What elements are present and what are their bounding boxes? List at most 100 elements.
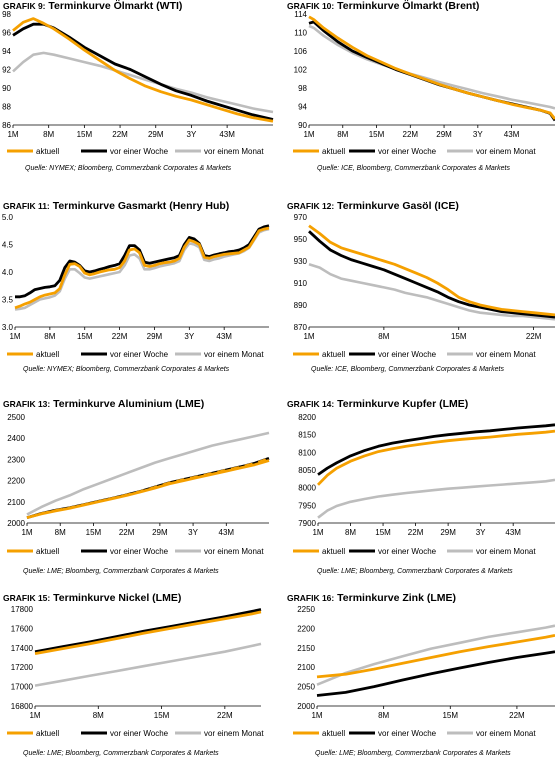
- y-tick-label: 8150: [298, 431, 316, 440]
- legend-label-aktuell: aktuell: [322, 547, 345, 556]
- x-tick-label: 43M: [219, 130, 235, 139]
- legend-label-woche: vor einer Woche: [110, 547, 169, 556]
- legend-label-woche: vor einer Woche: [378, 547, 437, 556]
- series-line-monat: [308, 263, 555, 321]
- y-tick-label: 7900: [298, 519, 316, 528]
- y-tick-label: 86: [2, 121, 11, 130]
- series-line-aktuell: [316, 634, 555, 679]
- legend-label-aktuell: aktuell: [322, 350, 345, 359]
- x-tick-label: 1M: [311, 711, 322, 720]
- chart-title: GRAFIK 15: Terminkurve Nickel (LME): [3, 592, 181, 604]
- x-tick-label: 8M: [345, 528, 356, 537]
- x-tick-label: 43M: [219, 528, 235, 537]
- chart-svg: 3.0 3.5 4.0 4.5 5.0 1M 8M 15M 22M 29M 3Y 43M aktuell…: [2, 213, 270, 359]
- y-tick-label: 890: [294, 301, 308, 310]
- y-tick-label: 870: [294, 323, 308, 332]
- x-tick-label: 43M: [216, 332, 232, 341]
- x-tick-label: 15M: [375, 528, 391, 537]
- chart-panel-nickel: GRAFIK 15: Terminkurve Nickel (LME) 1680…: [3, 592, 273, 759]
- chart-source: Quelle: ICE, Bloomberg, Commerzbank Corp…: [317, 165, 510, 172]
- series-line-aktuell: [26, 459, 270, 520]
- series-line-aktuell: [316, 429, 555, 486]
- series-line-monat: [34, 642, 262, 687]
- series-line-monat: [26, 431, 270, 516]
- x-tick-label: 8M: [93, 711, 104, 720]
- chart-svg: 90 94 98 102 106 110 114 1M 8M 15M 22M 29M 3Y 43M aktu…: [293, 10, 555, 156]
- x-tick-label: 8M: [378, 711, 389, 720]
- x-tick-label: 1M: [303, 130, 314, 139]
- x-tick-label: 29M: [440, 528, 456, 537]
- y-tick-label: 17800: [11, 605, 34, 614]
- chart-panel-wti: GRAFIK 9: Terminkurve Ölmarkt (WTI) 86 88…: [2, 0, 274, 180]
- x-tick-label: 29M: [152, 528, 168, 537]
- y-tick-label: 2500: [7, 413, 25, 422]
- x-tick-label: 22M: [217, 711, 233, 720]
- chart-title-main: Terminkurve Kupfer (LME): [337, 398, 469, 410]
- y-tick-label: 3.0: [2, 323, 14, 332]
- x-tick-label: 3Y: [476, 528, 486, 537]
- chart-source: Quelle: NYMEX; Bloomberg, Commerzbank Co…: [25, 165, 232, 172]
- chart-title-prefix: GRAFIK 15:: [3, 593, 51, 603]
- y-tick-label: 2000: [297, 702, 315, 711]
- y-tick-label: 17600: [11, 624, 34, 633]
- chart-title: GRAFIK 10: Terminkurve Ölmarkt (Brent): [287, 0, 479, 12]
- chart-svg: 7900 7950 8000 8050 8100 8150 8200 1M 8M 15M 22M 29…: [293, 413, 555, 556]
- x-tick-label: 15M: [86, 528, 102, 537]
- y-tick-label: 930: [294, 257, 308, 266]
- y-tick-label: 17000: [11, 683, 34, 692]
- y-tick-label: 94: [2, 47, 11, 56]
- x-tick-label: 29M: [436, 130, 452, 139]
- chart-svg: 16800 17000 17200 17400 17600 17800 1M 8M 15M 22M…: [7, 605, 264, 738]
- legend-label-aktuell: aktuell: [36, 350, 59, 359]
- chart-title-main: Terminkurve Aluminium (LME): [53, 398, 205, 410]
- x-tick-label: 8M: [55, 528, 66, 537]
- chart-panel-zink: GRAFIK 16: Terminkurve Zink (LME) 2000 20…: [287, 592, 555, 759]
- chart-title-prefix: GRAFIK 14:: [287, 399, 335, 409]
- y-tick-label: 92: [2, 66, 11, 75]
- x-tick-label: 22M: [526, 332, 542, 341]
- legend-label-monat: vor einem Monat: [204, 350, 264, 359]
- legend-label-aktuell: aktuell: [36, 547, 59, 556]
- x-tick-label: 1M: [9, 332, 20, 341]
- chart-source: Quelle: LME; Bloomberg, Commerzbank Corp…: [23, 750, 219, 757]
- y-tick-label: 110: [294, 29, 307, 38]
- legend-label-woche: vor einer Woche: [378, 729, 437, 738]
- y-tick-label: 2100: [7, 498, 25, 507]
- legend-label-monat: vor einem Monat: [476, 729, 536, 738]
- x-tick-label: 22M: [119, 528, 135, 537]
- chart-title-main: Terminkurve Zink (LME): [337, 592, 456, 604]
- x-tick-label: 22M: [509, 711, 525, 720]
- y-tick-label: 2300: [7, 455, 25, 464]
- x-tick-label: 8M: [44, 332, 55, 341]
- chart-panel-brent: GRAFIK 10: Terminkurve Ölmarkt (Brent) 9…: [287, 0, 555, 180]
- y-tick-label: 2150: [297, 644, 315, 653]
- x-tick-label: 15M: [442, 711, 458, 720]
- series-line-woche: [12, 22, 274, 121]
- chart-panel-aluminium: GRAFIK 13: Terminkurve Aluminium (LME) 2…: [3, 398, 273, 578]
- chart-title: GRAFIK 16: Terminkurve Zink (LME): [287, 592, 456, 604]
- x-tick-label: 15M: [154, 711, 170, 720]
- chart-title-prefix: GRAFIK 13:: [3, 399, 51, 409]
- y-tick-label: 2000: [7, 519, 25, 528]
- chart-svg: 870 890 910 930 950 970 1M 8M 15M 22M aktuell vor e…: [293, 213, 555, 359]
- series-line-aktuell: [12, 17, 274, 123]
- y-tick-label: 102: [294, 66, 308, 75]
- y-tick-label: 90: [298, 121, 307, 130]
- y-tick-label: 8000: [298, 484, 316, 493]
- x-tick-label: 22M: [112, 130, 128, 139]
- x-tick-label: 22M: [403, 130, 419, 139]
- x-tick-label: 15M: [77, 130, 93, 139]
- y-tick-label: 2250: [297, 605, 315, 614]
- legend-label-aktuell: aktuell: [36, 729, 59, 738]
- chart-panel-henry-hub: GRAFIK 11: Terminkurve Gasmarkt (Henry H…: [2, 200, 273, 380]
- legend-label-monat: vor einem Monat: [476, 147, 536, 156]
- y-tick-label: 4.0: [2, 268, 14, 277]
- x-tick-label: 43M: [504, 130, 520, 139]
- series-line-woche: [34, 608, 262, 654]
- y-tick-label: 970: [294, 213, 308, 222]
- series-line-woche: [316, 650, 555, 697]
- y-tick-label: 94: [298, 103, 307, 112]
- series-line-aktuell: [308, 224, 555, 317]
- x-tick-label: 22M: [408, 528, 424, 537]
- legend-label-woche: vor einer Woche: [110, 729, 169, 738]
